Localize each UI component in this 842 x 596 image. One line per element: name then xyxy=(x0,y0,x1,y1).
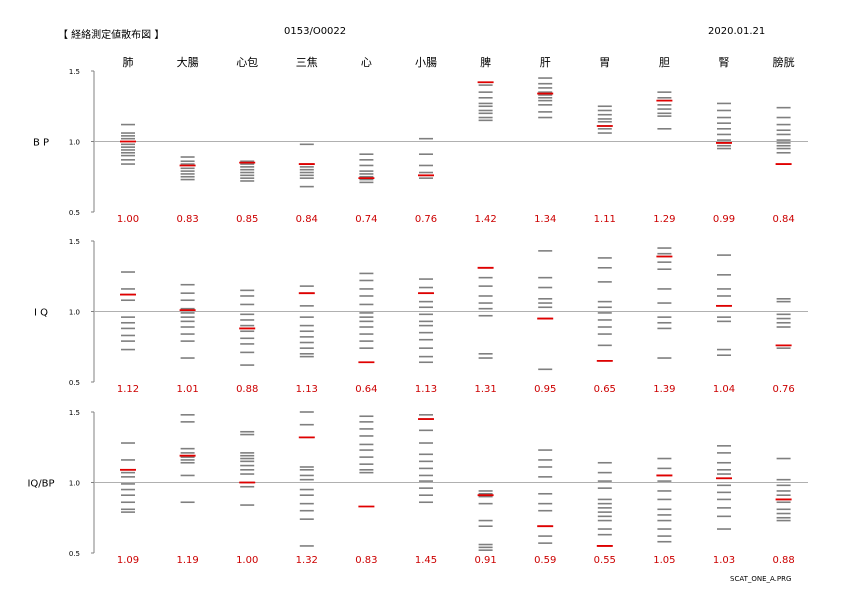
value-label: 0.55 xyxy=(594,555,616,566)
program-name: SCAT_ONE_A.PRG xyxy=(730,575,792,583)
value-label: 0.83 xyxy=(355,555,377,566)
value-label: 0.76 xyxy=(772,384,794,395)
value-label: 1.03 xyxy=(713,555,735,566)
value-label: 0.88 xyxy=(772,555,794,566)
value-label: 1.13 xyxy=(296,384,318,395)
value-label: 0.83 xyxy=(176,214,198,225)
value-label: 1.05 xyxy=(653,555,675,566)
value-label: 1.01 xyxy=(176,384,198,395)
value-label: 0.99 xyxy=(713,214,735,225)
value-label: 1.39 xyxy=(653,384,675,395)
value-label: 0.74 xyxy=(355,214,377,225)
category-label: 心包 xyxy=(236,56,258,69)
value-label: 1.31 xyxy=(474,384,496,395)
panel-label: B P xyxy=(33,138,49,149)
value-label: 1.19 xyxy=(176,555,198,566)
category-label: 心 xyxy=(361,56,372,69)
category-label: 胆 xyxy=(659,56,670,69)
value-label: 0.85 xyxy=(236,214,258,225)
value-label: 0.84 xyxy=(296,214,318,225)
value-label: 0.64 xyxy=(355,384,377,395)
value-label: 1.29 xyxy=(653,214,675,225)
category-label: 肝 xyxy=(540,56,551,69)
measurement-date: 2020.01.21 xyxy=(708,26,766,37)
y-tick-label: 1.5 xyxy=(69,409,80,417)
category-label: 小腸 xyxy=(415,56,437,69)
y-tick-label: 1.0 xyxy=(69,480,80,488)
y-tick-label: 1.5 xyxy=(69,68,80,76)
value-label: 1.42 xyxy=(474,214,496,225)
value-label: 0.84 xyxy=(772,214,794,225)
category-label: 大腸 xyxy=(177,55,199,69)
category-label: 胃 xyxy=(599,56,610,69)
value-label: 0.59 xyxy=(534,555,556,566)
record-id: 0153/O0022 xyxy=(284,26,347,37)
value-label: 1.13 xyxy=(415,384,437,395)
value-label: 1.09 xyxy=(117,555,139,566)
y-tick-label: 0.5 xyxy=(69,379,80,387)
panel-label: I Q xyxy=(34,308,48,319)
value-label: 0.65 xyxy=(594,384,616,395)
category-label: 脾 xyxy=(480,55,491,69)
value-label: 1.11 xyxy=(594,214,616,225)
y-tick-label: 0.5 xyxy=(69,209,80,217)
category-label: 肺 xyxy=(123,56,134,69)
category-label: 膀胱 xyxy=(773,55,795,69)
value-label: 1.34 xyxy=(534,214,556,225)
y-tick-label: 1.5 xyxy=(69,238,80,246)
value-label: 0.76 xyxy=(415,214,437,225)
value-label: 1.00 xyxy=(117,214,139,225)
value-label: 1.32 xyxy=(296,555,318,566)
value-label: 0.88 xyxy=(236,384,258,395)
value-label: 0.91 xyxy=(474,555,496,566)
category-label: 腎 xyxy=(719,56,730,69)
y-tick-label: 1.0 xyxy=(69,139,80,147)
value-label: 1.04 xyxy=(713,384,735,395)
y-tick-label: 0.5 xyxy=(69,550,80,558)
value-label: 1.45 xyxy=(415,555,437,566)
chart-title: 【 経絡測定値散布図 】 xyxy=(58,30,165,41)
category-label: 三焦 xyxy=(296,56,318,69)
panel-label: IQ/BP xyxy=(27,479,54,490)
value-label: 1.00 xyxy=(236,555,258,566)
value-label: 1.12 xyxy=(117,384,139,395)
value-label: 0.95 xyxy=(534,384,556,395)
y-tick-label: 1.0 xyxy=(69,309,80,317)
